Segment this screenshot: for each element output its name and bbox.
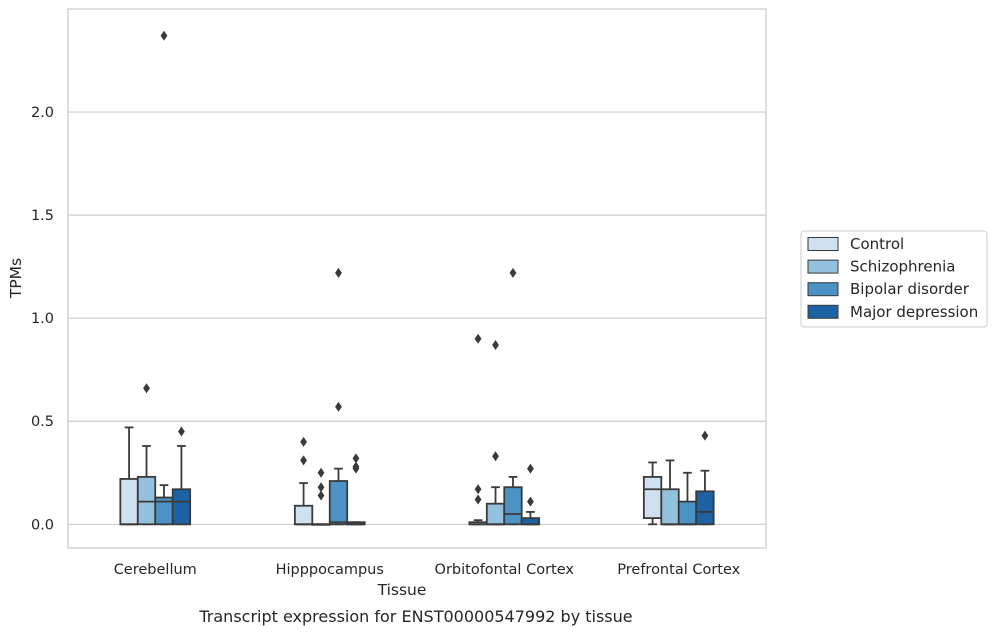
chart-caption: Transcript expression for ENST0000054799… — [198, 607, 632, 626]
box-major-depression — [346, 453, 366, 526]
y-tick-label: 2.0 — [31, 105, 54, 121]
box-body — [171, 488, 192, 526]
legend-label: Major depression — [850, 303, 978, 321]
box-body — [642, 475, 663, 520]
outlier-point — [474, 333, 482, 344]
outlier-point — [160, 30, 168, 41]
box-control — [293, 436, 314, 526]
legend-label: Bipolar disorder — [850, 280, 970, 298]
legend-swatch — [807, 282, 839, 297]
y-tick-label: 0.5 — [31, 414, 54, 430]
box-bipolar-disorder — [154, 30, 174, 526]
x-tick-labels: Cerebellum Hipppocampus Orbitofontal Corte… — [114, 562, 741, 578]
outlier-point — [317, 467, 325, 478]
legend-frame — [800, 230, 988, 328]
box-body — [503, 486, 523, 526]
box-body — [293, 504, 314, 526]
outlier-point — [527, 496, 534, 507]
x-tick-label: Orbitofontal Cortex — [435, 562, 575, 578]
outlier-point — [352, 463, 360, 474]
outlier-point — [178, 426, 185, 437]
box-body — [119, 478, 139, 526]
x-axis-label: Tissue — [377, 581, 427, 599]
outlier-point — [509, 267, 517, 278]
boxes-layer — [119, 30, 715, 526]
box-body — [695, 490, 715, 526]
box-major-depression — [171, 426, 192, 526]
box-bipolar-disorder — [503, 267, 523, 526]
outlier-point — [492, 339, 499, 350]
outlier-point — [492, 451, 499, 462]
outlier-point — [317, 482, 325, 493]
outlier-point — [300, 436, 307, 447]
x-tick-label: Hipppocampus — [276, 562, 384, 578]
legend-swatch — [807, 304, 839, 319]
legend-items: Control Schizophrenia Bipolar disorder Majo… — [807, 235, 978, 321]
outlier-point — [300, 455, 307, 466]
legend-label: Schizophrenia — [850, 258, 955, 276]
plot-frame — [67, 8, 767, 549]
box-bipolar-disorder — [328, 267, 349, 526]
legend-label: Control — [850, 235, 904, 253]
legend: Control Schizophrenia Bipolar disorder Majo… — [800, 230, 988, 328]
legend-swatch — [807, 259, 839, 274]
box-body — [677, 500, 698, 526]
outlier-point — [143, 383, 150, 394]
box-control — [119, 426, 139, 526]
box-major-depression — [695, 430, 715, 526]
box-body — [660, 488, 680, 526]
outlier-point — [527, 463, 534, 474]
outlier-point — [474, 494, 482, 505]
outlier-point — [352, 453, 360, 464]
y-axis-label: TPMs — [7, 258, 25, 299]
outlier-point — [474, 484, 482, 495]
y-tick-label: 1.5 — [31, 208, 54, 224]
y-tick-label: 0.0 — [31, 517, 54, 533]
x-tick-label: Prefrontal Cortex — [617, 562, 740, 578]
x-tick-label: Cerebellum — [114, 562, 197, 578]
box-control — [642, 461, 663, 526]
outlier-point — [317, 490, 325, 501]
outlier-point — [701, 430, 709, 441]
box-body — [485, 502, 506, 526]
box-body — [328, 480, 349, 526]
box-major-depression — [520, 463, 541, 526]
box-body — [136, 475, 157, 526]
y-tick-labels: 0.0 0.5 1.0 1.5 2.0 — [31, 105, 54, 533]
box-body — [520, 517, 541, 526]
legend-swatch — [807, 237, 839, 251]
outlier-point — [335, 267, 342, 278]
outlier-point — [335, 401, 342, 412]
y-tick-label: 1.0 — [31, 311, 54, 327]
